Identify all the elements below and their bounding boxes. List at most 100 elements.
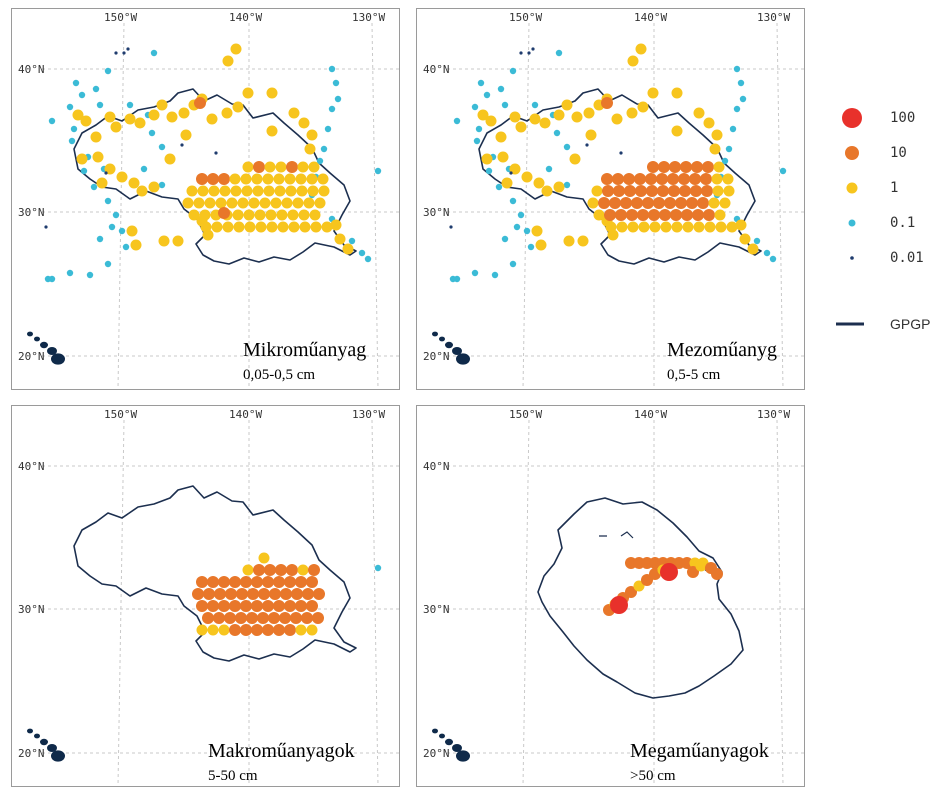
concentration-marker (140, 165, 148, 173)
concentration-marker (126, 101, 134, 109)
concentration-marker (553, 181, 565, 193)
concentration-marker (304, 143, 316, 155)
concentration-marker (642, 197, 654, 209)
concentration-marker (229, 576, 241, 588)
concentration-marker (287, 209, 299, 221)
concentration-marker (196, 600, 208, 612)
concentration-marker (678, 173, 690, 185)
concentration-marker (199, 209, 211, 221)
concentration-marker (501, 235, 509, 243)
concentration-marker (219, 185, 231, 197)
legend-item-0.1: 0.1 (830, 211, 935, 235)
hawaii-island-shape (34, 336, 40, 342)
gpgp-outline (537, 497, 744, 699)
concentration-marker (477, 109, 489, 121)
concentration-marker (495, 183, 503, 191)
concentration-marker (601, 173, 613, 185)
concentration-marker (229, 624, 241, 636)
concentration-marker (241, 185, 253, 197)
concentration-marker (178, 107, 190, 119)
concentration-marker (449, 225, 453, 229)
concentration-marker (240, 173, 252, 185)
gpgp-outline (478, 88, 762, 265)
concentration-marker (620, 197, 632, 209)
concentration-marker (277, 221, 289, 233)
concentration-marker (693, 107, 705, 119)
concentration-marker (110, 121, 122, 133)
map-micro: 150°W 140°W 130°W 40°N 30°N 20°N (18, 11, 399, 389)
concentration-marker (664, 197, 676, 209)
concentration-marker (240, 576, 252, 588)
concentration-marker (627, 221, 639, 233)
hawaii-island-shape (452, 347, 462, 355)
concentration-marker (769, 255, 777, 263)
concentration-marker (679, 185, 691, 197)
concentration-marker (96, 235, 104, 243)
panel-title: Makroműanyagok (208, 740, 355, 762)
map-panel-mega: 150°W 140°W 130°W 40°N 30°N 20°N Megaműanyago… (416, 405, 805, 787)
latitude-label: 30°N (423, 206, 450, 219)
concentration-marker (279, 612, 291, 624)
concentration-marker (230, 43, 242, 55)
concentration-marker (262, 576, 274, 588)
concentration-marker (240, 600, 252, 612)
concentration-marker (285, 185, 297, 197)
legend-item-gpgp: GPGP (830, 312, 935, 336)
concentration-marker (182, 197, 194, 209)
concentration-marker (585, 143, 589, 147)
meridian-line (522, 22, 530, 389)
concentration-marker (280, 588, 292, 600)
concentration-marker (222, 221, 234, 233)
concentration-marker (334, 95, 342, 103)
concentration-marker (203, 588, 215, 600)
longitude-label: 130°W (757, 11, 790, 24)
concentration-marker (292, 197, 304, 209)
concentration-marker (733, 65, 741, 73)
concentration-marker (449, 275, 457, 283)
concentration-marker (715, 221, 727, 233)
concentration-marker (242, 564, 254, 576)
concentration-marker (252, 185, 264, 197)
concentration-marker (66, 103, 74, 111)
concentration-marker (647, 161, 659, 173)
concentration-marker (229, 173, 241, 185)
concentration-marker (318, 185, 330, 197)
concentration-marker (48, 117, 56, 125)
concentration-marker (753, 237, 761, 245)
concentration-marker (291, 588, 303, 600)
latitude-label: 20°N (423, 747, 450, 760)
concentration-marker (591, 185, 603, 197)
concentration-marker (517, 211, 525, 219)
concentration-marker (539, 117, 551, 129)
concentration-marker (531, 47, 535, 51)
concentration-marker (80, 115, 92, 127)
concentration-marker (269, 588, 281, 600)
meridian-line (776, 419, 784, 786)
concentration-marker (202, 612, 214, 624)
concentration-marker (615, 209, 627, 221)
hawaii-island-shape (445, 341, 453, 349)
concentration-marker (70, 125, 78, 133)
concentration-marker (306, 129, 318, 141)
concentration-marker (328, 65, 336, 73)
concentration-marker (726, 221, 738, 233)
meridian-line (371, 419, 379, 786)
concentration-marker (739, 95, 747, 103)
concentration-marker (671, 125, 683, 137)
concentration-marker (72, 109, 84, 121)
concentration-marker (306, 600, 318, 612)
concentration-marker (533, 177, 545, 189)
latitude-label: 30°N (18, 603, 45, 616)
concentration-marker (218, 600, 230, 612)
hawaii-island-shape (445, 738, 453, 746)
concentration-marker (302, 588, 314, 600)
concentration-marker (196, 576, 208, 588)
concentration-marker (714, 209, 726, 221)
concentration-marker (317, 173, 329, 185)
concentration-marker (521, 171, 533, 183)
concentration-marker (96, 101, 104, 109)
concentration-marker (104, 163, 116, 175)
longitude-label: 150°W (509, 408, 542, 421)
concentration-marker (585, 129, 597, 141)
concentration-marker (563, 143, 571, 151)
